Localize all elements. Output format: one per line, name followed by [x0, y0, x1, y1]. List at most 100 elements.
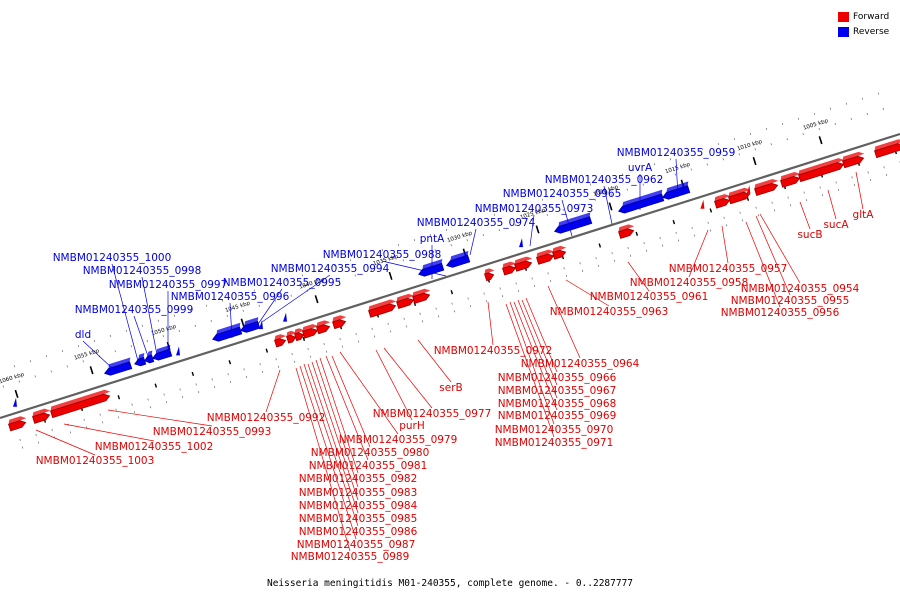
gene-label-nmbm01240355-0977[interactable]: NMBM01240355_0977 [373, 408, 492, 420]
gene-0966[interactable] [513, 255, 534, 272]
gene-label-nmbm01240355-0984[interactable]: NMBM01240355_0984 [299, 500, 418, 512]
gene-label-nmbm01240355-0965[interactable]: NMBM01240355_0965 [503, 188, 622, 200]
gene-label-nmbm01240355-0964[interactable]: NMBM01240355_0964 [521, 358, 640, 370]
gene-label-nmbm01240355-0954[interactable]: NMBM01240355_0954 [741, 283, 860, 295]
gene-label-nmbm01240355-0979[interactable]: NMBM01240355_0979 [339, 434, 458, 446]
gene-0961[interactable] [617, 223, 636, 239]
gene-label-nmbm01240355-1000[interactable]: NMBM01240355_1000 [53, 252, 172, 264]
gene-label-nmbm01240355-0958[interactable]: NMBM01240355_0958 [630, 277, 749, 289]
gene-0959[interactable] [660, 181, 691, 200]
gene-label-nmbm01240355-0995[interactable]: NMBM01240355_0995 [223, 277, 342, 289]
gene-label-nmbm01240355-0982[interactable]: NMBM01240355_0982 [299, 473, 418, 485]
gene-0998[interactable] [150, 344, 173, 362]
gene-label-nmbm01240355-0963[interactable]: NMBM01240355_0963 [550, 306, 669, 318]
dotted-tick [533, 284, 536, 288]
gene-label-nmbm01240355-0992[interactable]: NMBM01240355_0992 [207, 412, 326, 424]
leader-line [375, 349, 413, 421]
gene-label-nmbm01240355-1003[interactable]: NMBM01240355_1003 [36, 455, 155, 467]
gene-label-nmbm01240355-0996[interactable]: NMBM01240355_0996 [171, 291, 290, 303]
gene-0972[interactable] [501, 260, 518, 276]
small-feature[interactable] [700, 199, 705, 209]
gene-label-glta[interactable]: gltA [853, 209, 875, 221]
gene-label-serb[interactable]: serB [439, 382, 462, 394]
gene-0958[interactable] [713, 193, 732, 209]
gene-label-nmbm01240355-0966[interactable]: NMBM01240355_0966 [498, 372, 617, 384]
gene-0963[interactable] [551, 244, 568, 260]
gene-label-nmbm01240355-0998[interactable]: NMBM01240355_0998 [83, 265, 202, 277]
gene-label-nmbm01240355-0956[interactable]: NMBM01240355_0956 [721, 307, 840, 319]
small-feature[interactable] [746, 185, 751, 195]
gene-label-nmbm01240355-0969[interactable]: NMBM01240355_0969 [498, 410, 617, 422]
gene-label-nmbm01240355-0972[interactable]: NMBM01240355_0972 [434, 345, 553, 357]
gene-0980[interactable] [285, 330, 298, 344]
gene-label-nmbm01240355-0970[interactable]: NMBM01240355_0970 [495, 424, 614, 436]
gene-1002[interactable] [31, 407, 52, 424]
small-feature[interactable] [175, 346, 180, 356]
gene-label-nmbm01240355-0985[interactable]: NMBM01240355_0985 [299, 513, 418, 525]
gene-pnta[interactable] [444, 250, 471, 269]
dotted-tick [245, 375, 248, 378]
gene-0992[interactable] [273, 333, 288, 348]
gene-0996[interactable] [210, 322, 243, 343]
gene-0964[interactable] [535, 248, 556, 265]
gene-label-nmbm01240355-0974[interactable]: NMBM01240355_0974 [417, 217, 536, 229]
dotted-tick [333, 264, 336, 267]
gene-0984[interactable] [301, 323, 320, 339]
gene-label-pnta[interactable]: pntA [420, 233, 445, 245]
gene-0979[interactable] [367, 298, 398, 318]
dotted-tick [499, 287, 501, 290]
gene-label-nmbm01240355-0959[interactable]: NMBM01240355_0959 [617, 147, 736, 159]
gene-0954[interactable] [753, 177, 780, 196]
gene-serb[interactable] [483, 267, 496, 282]
gene-bevel [798, 158, 845, 175]
dotted-tick [275, 358, 277, 361]
gene-label-nmbm01240355-0962[interactable]: NMBM01240355_0962 [545, 174, 664, 186]
small-feature[interactable] [258, 320, 263, 330]
gene-label-nmbm01240355-0987[interactable]: NMBM01240355_0987 [297, 539, 416, 551]
gene-0982[interactable] [293, 327, 306, 342]
gene-suca[interactable] [797, 157, 846, 183]
small-feature[interactable] [282, 312, 287, 322]
gene-label-nmbm01240355-0967[interactable]: NMBM01240355_0967 [498, 385, 617, 397]
gene-label-suca[interactable]: sucA [823, 219, 849, 231]
gene-1003[interactable] [7, 415, 28, 432]
gene-label-nmbm01240355-0993[interactable]: NMBM01240355_0993 [153, 426, 272, 438]
gene-0989[interactable] [331, 314, 348, 330]
gene-0957[interactable] [727, 186, 752, 205]
gene-0993[interactable] [49, 388, 112, 419]
gene-label-nmbm01240355-0968[interactable]: NMBM01240355_0968 [498, 398, 617, 410]
gene-0986[interactable] [315, 319, 332, 335]
gene-label-nmbm01240355-0957[interactable]: NMBM01240355_0957 [669, 263, 788, 275]
gene-label-sucb[interactable]: sucB [797, 229, 822, 241]
small-feature[interactable] [518, 238, 523, 248]
gene-label-nmbm01240355-0980[interactable]: NMBM01240355_0980 [311, 447, 430, 459]
gene-dld[interactable] [102, 357, 133, 376]
gene-label-nmbm01240355-0955[interactable]: NMBM01240355_0955 [731, 295, 850, 307]
gene-label-nmbm01240355-0997[interactable]: NMBM01240355_0997 [109, 279, 228, 291]
gene-label-nmbm01240355-0986[interactable]: NMBM01240355_0986 [299, 526, 418, 538]
gene-label-nmbm01240355-0999[interactable]: NMBM01240355_0999 [75, 304, 194, 316]
gene-label-nmbm01240355-0971[interactable]: NMBM01240355_0971 [495, 437, 614, 449]
gene-label-purh[interactable]: purH [399, 420, 425, 432]
gene-label-nmbm01240355-0961[interactable]: NMBM01240355_0961 [590, 291, 709, 303]
gene-label-nmbm01240355-0994[interactable]: NMBM01240355_0994 [271, 263, 390, 275]
gene-label-dld[interactable]: dld [75, 329, 91, 341]
gene-0988[interactable] [416, 259, 445, 278]
dotted-tick [803, 191, 805, 194]
gene-purh[interactable] [411, 287, 432, 304]
gene-0962[interactable] [552, 212, 593, 234]
gene-label-uvra[interactable]: uvrA [628, 162, 653, 174]
gene-0956[interactable] [779, 171, 802, 188]
dotted-tick [117, 416, 120, 419]
gene-label-nmbm01240355-0983[interactable]: NMBM01240355_0983 [299, 487, 418, 499]
small-feature[interactable] [12, 397, 17, 407]
gene-glta[interactable] [873, 138, 900, 159]
gene-label-nmbm01240355-0989[interactable]: NMBM01240355_0989 [291, 551, 410, 563]
gene-0995[interactable] [238, 317, 261, 334]
gene-0977[interactable] [395, 292, 416, 309]
gene-label-nmbm01240355-0973[interactable]: NMBM01240355_0973 [475, 203, 594, 215]
gene-label-nmbm01240355-1002[interactable]: NMBM01240355_1002 [95, 441, 214, 453]
gene-sucb[interactable] [841, 150, 866, 169]
gene-label-nmbm01240355-0981[interactable]: NMBM01240355_0981 [309, 460, 428, 472]
gene-label-nmbm01240355-0988[interactable]: NMBM01240355_0988 [323, 249, 442, 261]
